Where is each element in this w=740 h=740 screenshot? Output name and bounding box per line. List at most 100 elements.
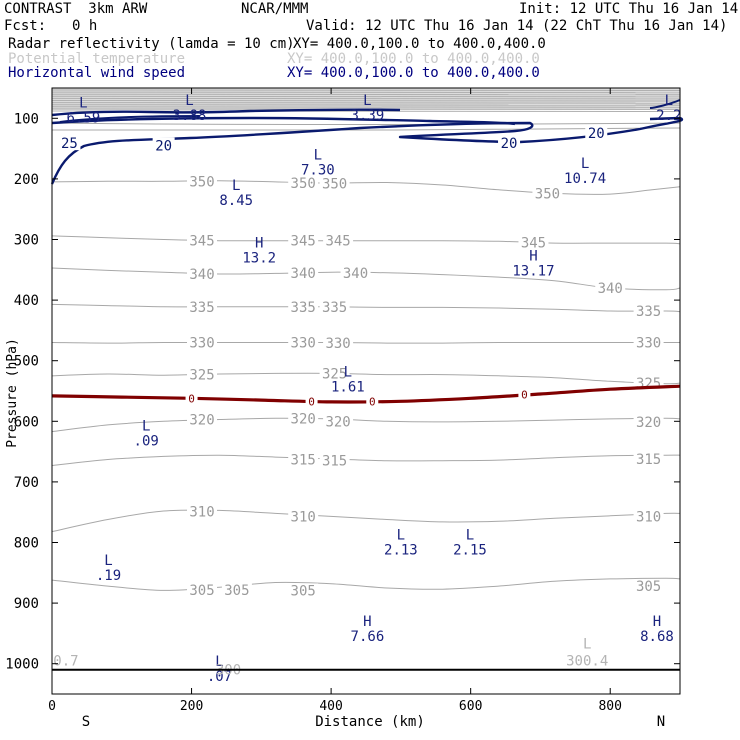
upper-level-contour-cluster [51, 88, 681, 131]
legend-reflectivity-name: Radar reflectivity (lamda = 10 cm) [8, 36, 295, 52]
wind-label-bg [585, 124, 608, 140]
theta-label-340: 340 [343, 266, 368, 282]
zero-label-bg [366, 395, 379, 408]
theta-label-315: 315 [636, 452, 661, 468]
wind-label-25: 25 [61, 136, 78, 152]
theta-label-bg [187, 174, 218, 189]
theta-label-bg [319, 366, 350, 381]
x-tick-label: 400 [319, 699, 342, 714]
fcst-value: 0 h [72, 18, 98, 34]
upper-theta-line [51, 97, 681, 100]
theta-label-bg [221, 582, 252, 597]
extremum-value: 10.74 [564, 171, 606, 187]
theta-label-bg [288, 299, 319, 314]
extremum-value: .09 [134, 433, 159, 449]
theta-label-bg [319, 176, 350, 191]
theta-label-bg [187, 412, 218, 427]
y-tick-label: 800 [14, 536, 39, 552]
high-marker: H [529, 249, 537, 265]
theta-label-335: 335 [322, 300, 347, 316]
x-tick-label: 200 [180, 699, 203, 714]
y-tick-label: 900 [14, 596, 39, 612]
wind-contour-20-inner [51, 116, 516, 126]
y-tick-label: 700 [14, 475, 39, 491]
low-marker: L [344, 364, 352, 380]
extremum-value: .19 [96, 568, 121, 584]
faint-label: 300.4 [566, 654, 608, 670]
wind-contour-25-c [59, 115, 201, 123]
theta-label-335: 335 [189, 300, 214, 316]
theta-label-335: 335 [291, 300, 316, 316]
theta-label-bg [187, 335, 218, 350]
high-marker: H [255, 235, 263, 251]
theta-contour-310 [51, 509, 681, 533]
theta-label-330: 330 [636, 336, 661, 352]
low-marker: L [142, 418, 150, 434]
extremum-value: 3.39 [351, 108, 385, 124]
theta-contour-325 [51, 372, 681, 385]
low-marker: L [215, 654, 223, 670]
y-tick-label: 100 [14, 111, 39, 127]
legend-wind-xy: XY= 400.0,100.0 to 400.0,400.0 [287, 65, 540, 81]
theta-label-bg [633, 414, 664, 429]
extremum-value: 2.15 [453, 542, 487, 558]
theta-label-bg [288, 452, 319, 467]
theta-contour-upper-a [51, 122, 681, 125]
upper-theta-line [51, 89, 681, 91]
x-axis-label: Distance (km) [315, 714, 425, 730]
low-marker: L [104, 553, 112, 569]
y-tick-label: 300 [14, 233, 39, 249]
y-tick-label: 400 [14, 293, 39, 309]
x-tick-label: 600 [459, 699, 482, 714]
org-label: NCAR/MMM [241, 1, 309, 17]
theta-label-345: 345 [291, 234, 316, 250]
zero-line-label: 0 [188, 392, 195, 405]
low-marker: L [397, 527, 405, 543]
theta-label-bg [288, 509, 319, 524]
wind-label-20: 20 [588, 126, 605, 142]
x-end-label-left: S [82, 714, 90, 730]
theta-label-305: 305 [189, 583, 214, 599]
x-tick-label: 0 [48, 699, 56, 714]
y-tick-label: 1000 [5, 657, 39, 673]
theta-label-bg [288, 335, 319, 350]
theta-label-305: 305 [224, 583, 249, 599]
theta-contours: 305 305 305 305 310 310 310 315 315 315 320 320 320 3… [51, 174, 681, 599]
faint-label: L [583, 637, 591, 653]
extremum-value: 3.88 [173, 108, 207, 124]
wind-label-bg [498, 135, 521, 151]
reflectivity-zero-line: 0 0 0 0 [51, 384, 681, 408]
theta-label-340: 340 [598, 281, 623, 297]
theta-label-325: 325 [322, 366, 347, 382]
theta-label-335: 335 [636, 304, 661, 320]
wind-label-20: 20 [501, 136, 518, 152]
extremum-value: 2.2 [656, 108, 681, 124]
theta-contour-320 [51, 417, 681, 433]
theta-label-bg [518, 235, 549, 250]
legend-reflectivity-xy: XY= 400.0,100.0 to 400.0,400.0 [293, 36, 546, 52]
wind-label-20: 20 [155, 139, 172, 155]
theta-label-305: 305 [291, 583, 316, 599]
low-marker: L [581, 156, 589, 172]
x-tick-label: 800 [598, 699, 621, 714]
upper-theta-line [51, 104, 681, 106]
wind-contour-25-a [51, 109, 251, 117]
theta-label-bg [319, 453, 350, 468]
extremum-value: 2.13 [384, 542, 418, 558]
y-axis-label: Pressure (hPa) [5, 338, 20, 448]
theta-label-bg [187, 367, 218, 382]
theta-label-bg [319, 299, 350, 314]
theta-label-320: 320 [189, 412, 214, 428]
legend-theta-name: Potential temperature [8, 51, 186, 67]
zero-label-bg [305, 395, 318, 408]
theta-label-310: 310 [189, 505, 214, 521]
theta-contour-330 [51, 341, 680, 344]
extremum-value: 6.59 [67, 110, 101, 126]
init-time: Init: 12 UTC Thu 16 Jan 14 [519, 1, 739, 17]
theta-label-350: 350 [322, 177, 347, 193]
theta-label-bg [340, 265, 371, 280]
low-marker: L [79, 95, 87, 111]
